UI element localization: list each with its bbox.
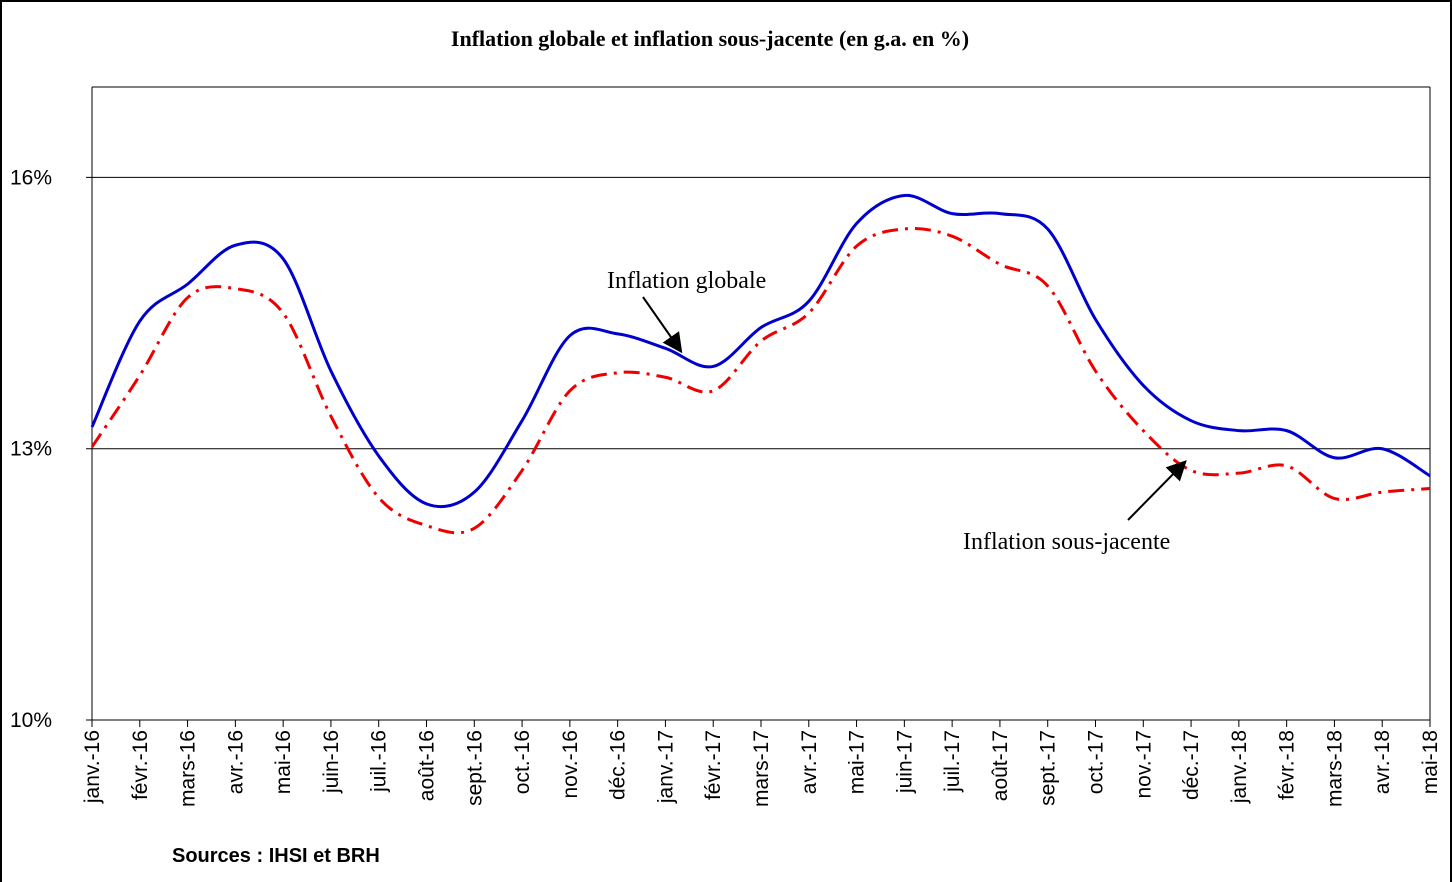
- y-tick-label: 10%: [10, 709, 52, 732]
- x-tick-label: août-16: [416, 730, 439, 801]
- series-label: Inflation sous-jacente: [963, 529, 1170, 555]
- x-tick-label: juin-16: [320, 730, 343, 794]
- x-tick-label: mars-17: [750, 730, 773, 807]
- x-tick-label: août-17: [989, 730, 1012, 801]
- x-tick-label: avr.-17: [798, 730, 821, 794]
- x-tick-label: juil.-16: [368, 730, 391, 793]
- x-tick-label: févr.-16: [129, 730, 152, 800]
- chart-title: Inflation globale et inflation sous-jace…: [451, 26, 969, 51]
- x-tick-label: mars-18: [1323, 730, 1346, 807]
- annotation-arrow: [642, 296, 683, 354]
- y-tick-label: 13%: [10, 438, 52, 461]
- x-tick-label: avr.-16: [224, 730, 247, 794]
- x-tick-label: mai-16: [272, 730, 295, 794]
- x-tick-label: oct.-16: [511, 730, 534, 794]
- x-tick-label: sept.-17: [1037, 730, 1060, 806]
- y-tick-label: 16%: [10, 166, 52, 189]
- x-tick-label: nov.-16: [559, 730, 582, 799]
- source: Sources : IHSI et BRH: [172, 845, 380, 867]
- x-tick-label: oct.-17: [1085, 730, 1108, 794]
- series-line: [90, 194, 1431, 509]
- x-tick-label: juil.-17: [941, 730, 964, 793]
- x-tick-label: déc.-16: [607, 730, 630, 800]
- x-tick-label: mai-17: [846, 730, 869, 794]
- x-tick-label: janv.-17: [654, 730, 677, 804]
- series-label: Inflation globale: [607, 268, 766, 294]
- x-tick-label: janv.-18: [1228, 730, 1251, 804]
- x-tick-label: févr.-18: [1276, 730, 1299, 800]
- x-tick-label: févr.-17: [702, 730, 725, 800]
- x-tick-label: nov.-17: [1132, 730, 1155, 799]
- x-tick-label: juin-17: [893, 730, 916, 794]
- annotation-arrow: [1127, 460, 1187, 521]
- x-tick-label: mars-16: [177, 730, 200, 807]
- x-tick-label: avr.-18: [1371, 730, 1394, 794]
- x-tick-label: janv.-16: [81, 730, 104, 804]
- x-tick-label: déc.-17: [1180, 730, 1203, 800]
- series-line: [90, 227, 1431, 535]
- x-tick-label: mai-18: [1419, 730, 1442, 794]
- x-tick-label: sept.-16: [463, 730, 486, 806]
